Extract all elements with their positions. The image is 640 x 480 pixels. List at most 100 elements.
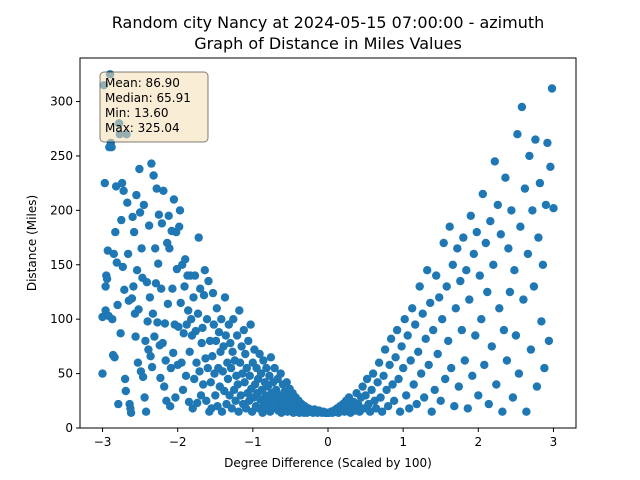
- data-point: [403, 331, 412, 340]
- y-tick-label: 50: [58, 367, 73, 381]
- data-point: [202, 315, 212, 324]
- data-point: [376, 393, 385, 402]
- data-point: [150, 332, 159, 341]
- y-tick-label: 200: [50, 203, 73, 217]
- data-point: [456, 276, 465, 286]
- data-point: [358, 382, 367, 391]
- data-point: [544, 336, 554, 346]
- data-point: [477, 315, 486, 324]
- data-point: [205, 336, 215, 346]
- data-point: [532, 382, 542, 391]
- data-point: [368, 369, 378, 378]
- data-point: [135, 208, 145, 217]
- data-point: [220, 293, 230, 302]
- data-point: [191, 326, 200, 336]
- data-point: [232, 331, 242, 340]
- y-tick-label: 300: [50, 95, 73, 109]
- data-point: [184, 397, 194, 407]
- y-tick-label: 150: [50, 258, 73, 272]
- data-point: [193, 398, 202, 408]
- data-point: [255, 349, 264, 359]
- data-point: [108, 315, 117, 324]
- data-point: [157, 284, 166, 293]
- data-point: [481, 238, 490, 248]
- data-point: [102, 274, 112, 284]
- data-point: [429, 325, 438, 335]
- data-point: [198, 323, 207, 333]
- data-point: [129, 282, 138, 291]
- data-point: [148, 309, 158, 318]
- data-point: [227, 404, 236, 413]
- stats-max: Max: 325.04: [105, 121, 180, 135]
- data-point: [101, 282, 110, 291]
- data-point: [195, 367, 204, 376]
- data-point: [418, 309, 427, 318]
- data-point: [151, 244, 160, 253]
- data-point: [179, 329, 188, 338]
- data-point: [147, 362, 157, 372]
- data-point: [194, 233, 203, 242]
- data-point: [529, 282, 539, 291]
- data-point: [208, 288, 218, 298]
- data-point: [426, 298, 435, 308]
- data-point: [436, 396, 445, 405]
- data-point: [380, 345, 390, 354]
- data-point: [395, 407, 405, 416]
- data-point: [217, 407, 227, 416]
- data-point: [420, 393, 429, 402]
- data-point: [460, 356, 469, 365]
- data-point: [517, 102, 527, 112]
- stats-min: Min: 13.60: [105, 106, 169, 120]
- data-point: [119, 186, 128, 195]
- data-point: [116, 329, 125, 338]
- data-point: [490, 157, 499, 166]
- data-point: [175, 222, 184, 231]
- x-tick-label: 2: [474, 435, 482, 449]
- data-point: [265, 371, 274, 380]
- data-point: [388, 380, 397, 389]
- data-point: [471, 331, 480, 340]
- data-point: [442, 282, 451, 291]
- y-tick-label: 250: [50, 149, 73, 163]
- data-point: [234, 407, 243, 416]
- data-point: [374, 358, 384, 367]
- data-point: [262, 363, 271, 373]
- data-point: [151, 279, 161, 288]
- data-point: [526, 345, 536, 354]
- stats-median: Median: 65.91: [105, 91, 191, 105]
- data-point: [534, 233, 543, 242]
- data-point: [459, 233, 468, 242]
- data-point: [450, 402, 459, 411]
- data-point: [538, 260, 548, 269]
- data-point: [202, 396, 211, 405]
- x-tick-label: 1: [399, 435, 407, 449]
- data-point: [547, 84, 557, 93]
- data-point: [513, 130, 522, 139]
- plot-area-frame: [79, 57, 577, 429]
- data-point: [549, 204, 558, 213]
- data-point: [510, 266, 519, 275]
- data-point: [516, 222, 525, 231]
- data-point: [141, 407, 151, 416]
- data-point: [113, 300, 122, 310]
- data-point: [451, 304, 460, 313]
- data-point: [414, 347, 423, 356]
- data-point: [111, 227, 120, 237]
- data-point: [177, 358, 186, 367]
- data-point: [209, 320, 218, 329]
- data-point: [120, 374, 130, 384]
- data-point: [132, 266, 142, 275]
- data-point: [469, 249, 478, 259]
- data-point: [190, 374, 199, 384]
- data-point: [152, 184, 161, 193]
- data-point: [353, 399, 363, 409]
- data-point: [178, 385, 188, 395]
- data-point: [493, 200, 502, 210]
- data-point: [282, 378, 291, 387]
- data-point: [435, 293, 444, 302]
- data-point: [501, 173, 510, 182]
- data-point: [134, 305, 143, 314]
- data-point: [181, 255, 190, 264]
- data-point: [478, 189, 487, 199]
- y-tick-label: 100: [50, 312, 73, 326]
